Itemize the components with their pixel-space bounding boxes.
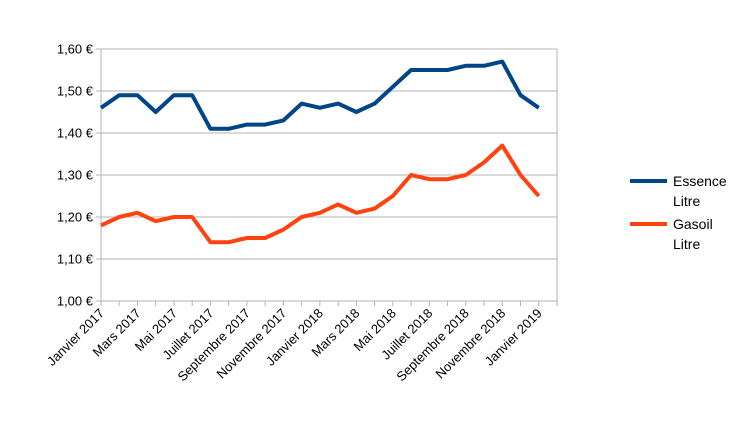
series-group bbox=[99, 59, 541, 245]
y-tick-label: 1,50 € bbox=[57, 84, 94, 99]
y-tick-label: 1,10 € bbox=[57, 252, 94, 267]
y-tick-label: 1,60 € bbox=[57, 42, 94, 57]
y-tick-label: 1,00 € bbox=[57, 294, 94, 309]
x-tick-label: Janvier 2017 bbox=[44, 306, 107, 369]
legend: Essence Litre Gasoil Litre bbox=[630, 173, 727, 252]
legend-label: Essence bbox=[673, 173, 727, 189]
series-line-gasoil bbox=[100, 143, 541, 245]
series-line-essence bbox=[99, 59, 540, 131]
legend-label: Litre bbox=[673, 236, 700, 252]
grid-lines bbox=[96, 48, 558, 306]
legend-label: Litre bbox=[673, 193, 700, 209]
y-axis: 1,00 € 1,10 € 1,20 € 1,30 € 1,40 € 1,50 € 1,60… bbox=[57, 42, 94, 309]
y-tick-label: 1,30 € bbox=[57, 168, 94, 183]
y-tick-label: 1,20 € bbox=[57, 210, 94, 225]
legend-label: Gasoil bbox=[673, 216, 713, 232]
y-tick-label: 1,40 € bbox=[57, 126, 94, 141]
